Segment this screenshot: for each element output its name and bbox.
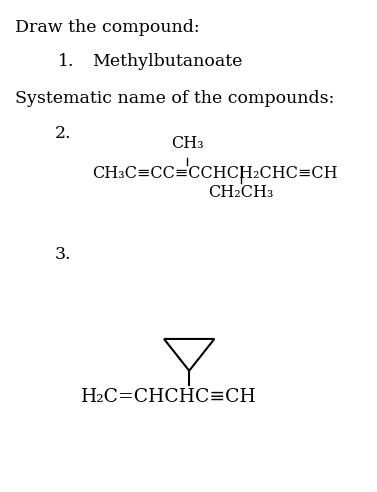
Text: H₂C=CHCHC≡CH: H₂C=CHCHC≡CH xyxy=(81,388,257,406)
Text: Draw the compound:: Draw the compound: xyxy=(15,19,199,35)
Text: Systematic name of the compounds:: Systematic name of the compounds: xyxy=(15,91,334,107)
Text: CH₂CH₃: CH₂CH₃ xyxy=(208,184,274,201)
Text: CH₃: CH₃ xyxy=(171,135,204,152)
Text: Methylbutanoate: Methylbutanoate xyxy=(92,53,242,70)
Text: 3.: 3. xyxy=(55,246,72,263)
Text: 1.: 1. xyxy=(58,53,75,70)
Text: CH₃C≡CC≡CCHCH₂CHC≡CH: CH₃C≡CC≡CCHCH₂CHC≡CH xyxy=(92,165,337,182)
Text: 2.: 2. xyxy=(55,124,72,142)
